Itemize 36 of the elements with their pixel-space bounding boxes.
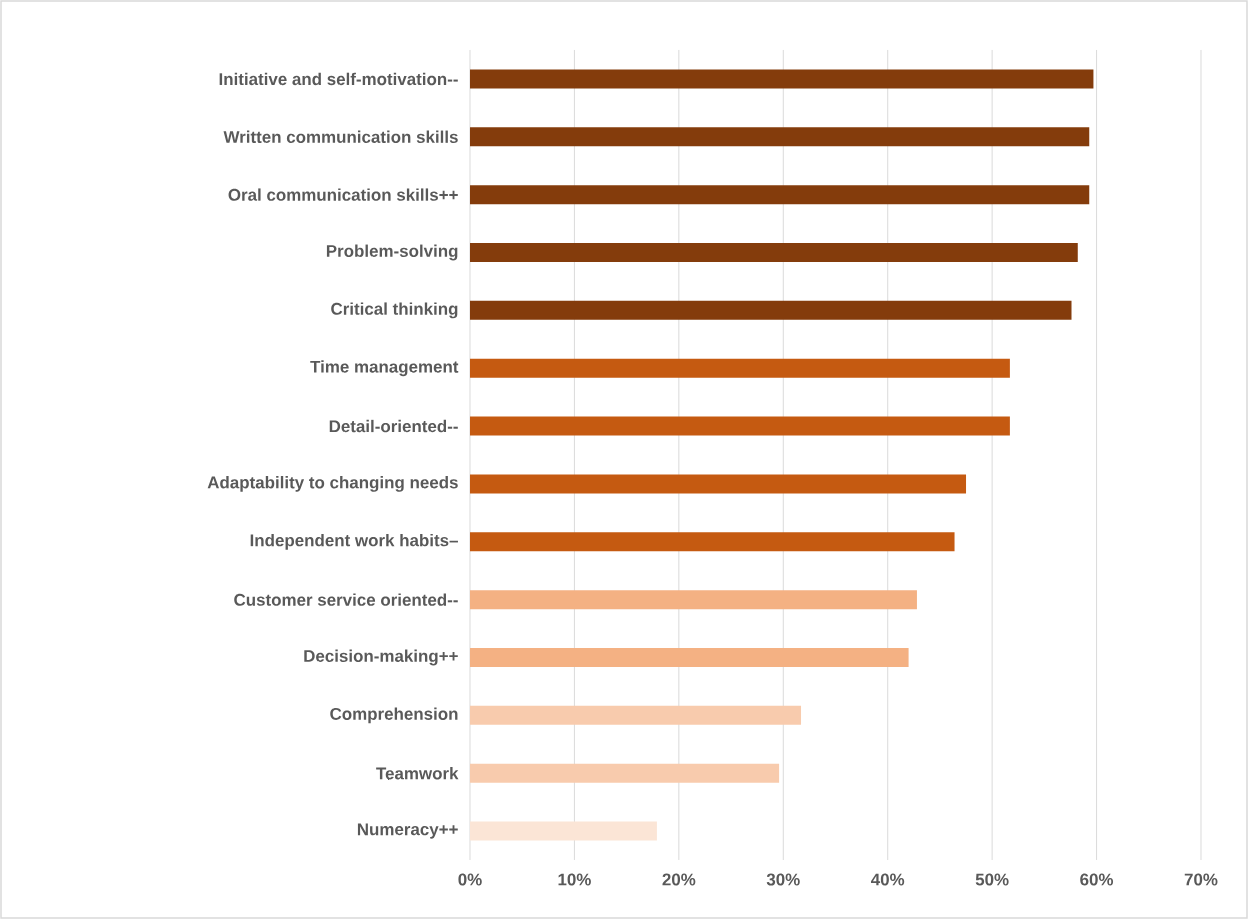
y-tick-label: Written communication skills [223, 130, 458, 143]
bar [470, 185, 1090, 205]
y-tick-label: Teamwork [376, 766, 459, 780]
bar [470, 705, 802, 725]
y-tick-label: Decision-making++ [304, 649, 458, 666]
bar [470, 416, 1010, 436]
y-tick-label: Detail-oriented-- [329, 419, 458, 433]
y-tick-label: Adaptability to changing needs [207, 475, 458, 492]
bar [470, 474, 967, 494]
x-tick-label: 40% [871, 873, 905, 886]
x-tick-label: 50% [975, 873, 1009, 886]
x-tick-label: 20% [662, 873, 696, 886]
y-tick-label: Time management [310, 360, 459, 377]
y-tick-label: Independent work habits– [250, 533, 458, 550]
bar [470, 242, 1078, 262]
y-tick-label: Oral communication skills++ [228, 188, 458, 201]
x-tick-label: 60% [1080, 873, 1114, 886]
x-tick-label: 10% [558, 873, 591, 886]
x-tick-label: 0% [458, 873, 482, 886]
x-tick-label: 30% [766, 873, 800, 886]
bar [470, 300, 1072, 320]
y-tick-label: Problem-solving [326, 244, 458, 261]
bar [470, 821, 657, 841]
y-tick-label: Customer service oriented-- [234, 593, 458, 606]
y-tick-label: Initiative and self-motivation-- [219, 72, 458, 86]
bar [470, 647, 909, 667]
bar [470, 127, 1090, 147]
y-tick-label: Numeracy++ [357, 823, 458, 839]
y-tick-label: Comprehension [330, 707, 458, 724]
y-tick-label: Critical thinking [331, 302, 458, 319]
bar [470, 358, 1010, 378]
bar [470, 763, 780, 783]
bar [470, 532, 955, 552]
bar [470, 590, 917, 610]
x-tick-label: 70% [1184, 873, 1218, 886]
bar [470, 69, 1094, 89]
